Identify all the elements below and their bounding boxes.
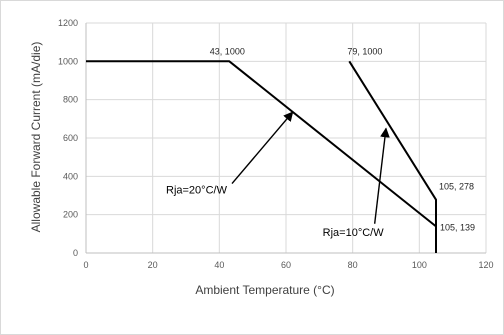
- y-tick-label: 600: [63, 133, 78, 143]
- y-tick-label: 1000: [58, 56, 78, 66]
- y-tick-label: 0: [73, 248, 78, 258]
- series-line-1: [86, 60, 437, 253]
- x-tick-labels: 0 20 40 60 80 100 120: [83, 260, 493, 270]
- point-label: 79, 1000: [347, 46, 382, 56]
- x-tick-label: 60: [281, 260, 291, 270]
- annotation-arrow: [231, 111, 294, 185]
- x-tick-label: 20: [148, 260, 158, 270]
- point-labels: 43, 1000 79, 1000 105, 278 105, 139: [210, 46, 475, 232]
- x-tick-label: 120: [478, 260, 493, 270]
- y-tick-label: 400: [63, 171, 78, 181]
- point-label: 105, 278: [439, 182, 474, 192]
- annotations: Rja=20°C/W Rja=10°C/W: [166, 111, 390, 239]
- series-lines: [86, 60, 437, 253]
- x-tick-label: 40: [214, 260, 224, 270]
- y-tick-label: 800: [63, 95, 78, 105]
- annotation-arrow: [373, 127, 390, 224]
- y-tick-label: 1200: [58, 18, 78, 28]
- point-label: 105, 139: [440, 222, 475, 232]
- x-axis-label: Ambient Temperature (°C): [195, 283, 334, 297]
- series-line-2: [348, 60, 437, 227]
- y-axis-label: Allowable Forward Current (mA/die): [29, 42, 43, 233]
- point-label: 43, 1000: [210, 46, 245, 56]
- y-tick-labels: 0 200 400 600 800 1000 1200: [58, 18, 78, 258]
- x-tick-label: 0: [83, 260, 88, 270]
- annotation-label: Rja=20°C/W: [166, 185, 228, 197]
- x-tick-label: 80: [348, 260, 358, 270]
- x-tick-label: 100: [412, 260, 427, 270]
- y-tick-label: 200: [63, 210, 78, 220]
- annotation-label: Rja=10°C/W: [323, 227, 385, 239]
